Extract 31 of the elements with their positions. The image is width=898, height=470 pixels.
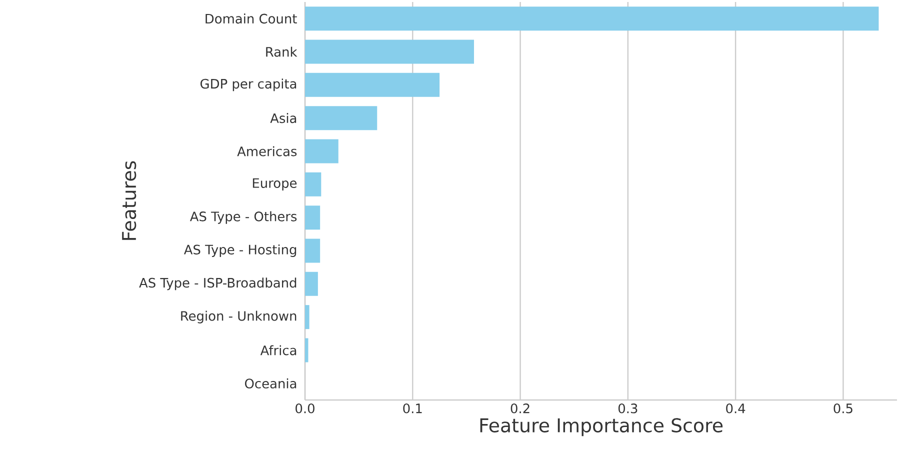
x-tick-label: 0.2 [510,404,530,414]
bar [305,206,320,230]
y-tick-label: Domain Count [206,14,297,24]
bar [305,6,879,31]
y-tick-label: AS Type - Others [190,211,297,224]
x-axis-title: Feature Importance Score [480,418,723,436]
x-tick-label: 0.1 [403,404,422,414]
y-tick-label: Americas [237,146,297,156]
bar [305,172,322,196]
bar [305,272,318,296]
y-axis-title: Features [122,161,136,240]
bar [305,139,338,164]
bar [305,106,378,130]
y-tick-label: GDP per capita [200,78,296,92]
y-tick-label: Rank [266,46,298,57]
bar [305,40,474,64]
y-tick-label: AS Type - Hosting [184,244,296,257]
y-tick-label: Europe [252,178,297,190]
bar [305,238,320,263]
x-tick-label: 0.4 [726,404,746,414]
y-tick-label: Africa [260,345,296,356]
bar [305,305,310,330]
y-tick-label: Oceania [245,378,296,388]
x-tick-label: 0.5 [834,404,852,414]
y-tick-label: Asia [270,113,296,124]
x-tick-label: 0.3 [618,404,638,414]
x-tick-label: 0.0 [296,404,314,414]
bar [305,72,440,97]
bar [305,338,308,362]
y-tick-label: Region - Unknown [181,310,296,324]
y-tick-label: AS Type - ISP-Broadband [139,278,296,290]
